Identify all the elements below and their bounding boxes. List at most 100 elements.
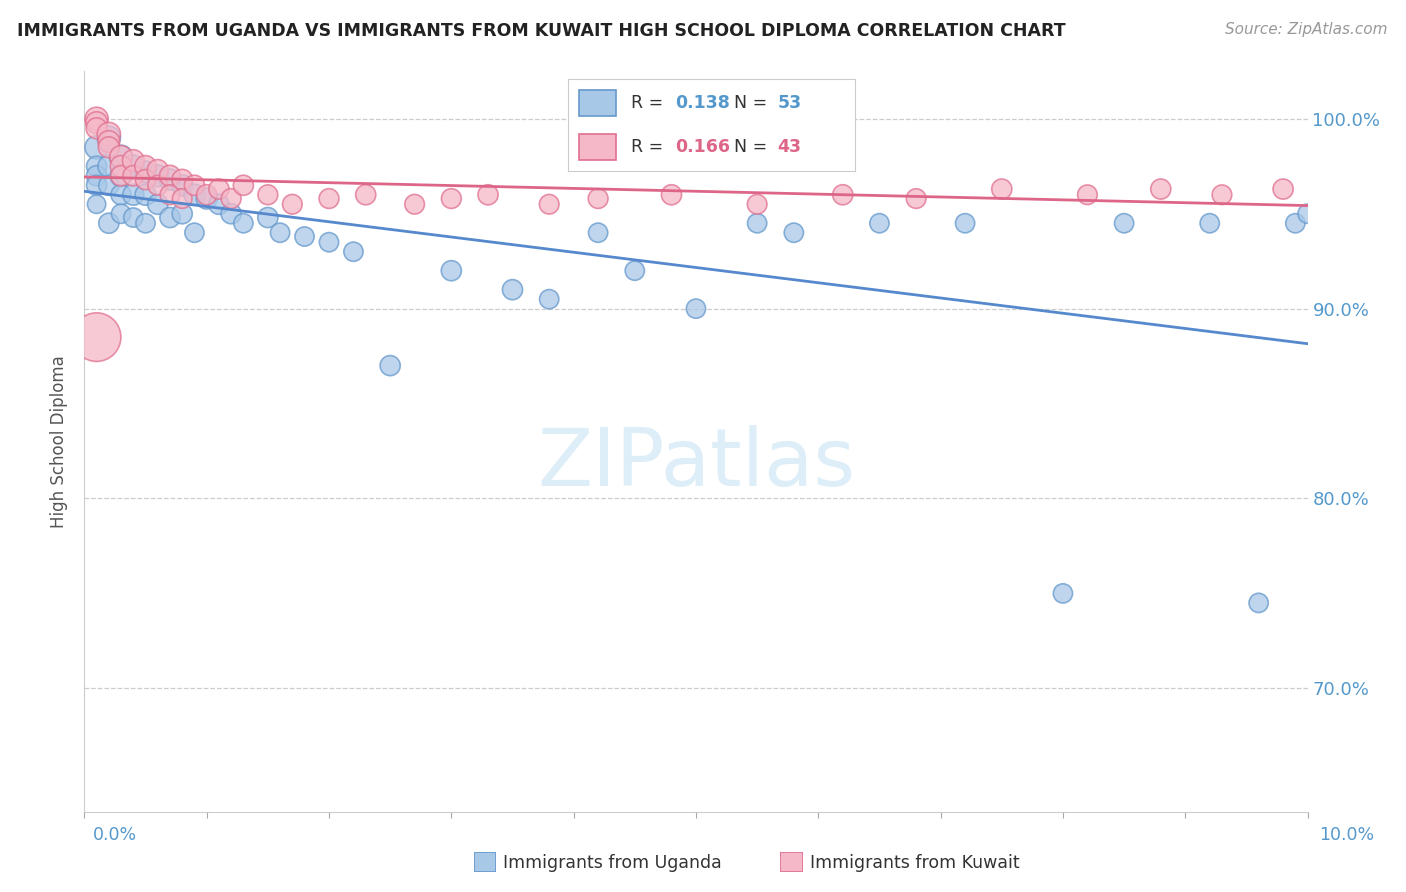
Point [953,216,976,230]
Point [1150,182,1173,196]
Text: Source: ZipAtlas.com: Source: ZipAtlas.com [1225,22,1388,37]
Point [172,207,194,221]
Point [97,178,120,193]
Point [183,226,205,240]
Point [86,112,108,126]
Point [991,182,1014,196]
Point [159,172,181,186]
Point [97,135,120,149]
Y-axis label: High School Diploma: High School Diploma [51,355,69,528]
Point [110,169,132,183]
Point [269,226,291,240]
Point [122,187,145,202]
Point [1052,586,1074,600]
Point [538,292,561,306]
Point [208,182,231,196]
Point [869,216,891,230]
Text: 0.0%: 0.0% [93,826,138,844]
Point [110,159,132,173]
Point [586,192,609,206]
Point [294,229,316,244]
Point [342,244,364,259]
Point [172,178,194,193]
Point [183,178,205,193]
Point [172,192,194,206]
Point [232,178,254,193]
Point [747,197,769,211]
Point [110,150,132,164]
Point [97,130,120,145]
Point [624,263,647,277]
Point [135,165,157,179]
Point [219,192,242,206]
Point [146,197,169,211]
Point [318,235,340,250]
Point [1247,596,1270,610]
Point [195,187,218,202]
Text: Immigrants from Kuwait: Immigrants from Kuwait [810,854,1019,871]
Point [86,197,108,211]
Point [538,197,561,211]
Point [380,359,402,373]
Point [122,159,145,173]
Point [110,169,132,183]
Point [502,283,524,297]
Point [281,197,304,211]
Point [257,187,280,202]
Point [477,187,499,202]
Point [146,169,169,183]
Point [661,187,683,202]
Point [183,187,205,202]
Point [440,263,463,277]
Point [354,187,377,202]
Text: IMMIGRANTS FROM UGANDA VS IMMIGRANTS FROM KUWAIT HIGH SCHOOL DIPLOMA CORRELATION: IMMIGRANTS FROM UGANDA VS IMMIGRANTS FRO… [17,22,1066,40]
Point [232,216,254,230]
Point [404,197,426,211]
Point [146,178,169,193]
Point [1296,207,1319,221]
Point [122,169,145,183]
Point [1284,216,1306,230]
Point [1211,187,1233,202]
Point [146,163,169,178]
Point [257,211,280,225]
Point [97,140,120,154]
Point [172,172,194,186]
Point [86,159,108,173]
Point [208,197,231,211]
Point [783,226,806,240]
Point [159,169,181,183]
Point [318,192,340,206]
Point [831,187,853,202]
Point [1272,182,1295,196]
Point [97,216,120,230]
Point [110,187,132,202]
Point [110,207,132,221]
Point [110,150,132,164]
Point [135,187,157,202]
Point [122,211,145,225]
Point [86,140,108,154]
Point [135,216,157,230]
Point [1076,187,1098,202]
Point [159,187,181,202]
Point [97,159,120,173]
Point [97,127,120,141]
Point [86,115,108,129]
Point [685,301,707,316]
Text: ZIPatlas: ZIPatlas [537,425,855,503]
Point [440,192,463,206]
Point [135,172,157,186]
Point [86,178,108,193]
Point [219,207,242,221]
Point [135,159,157,173]
Point [1114,216,1136,230]
Point [1198,216,1220,230]
Point [586,226,609,240]
Point [122,153,145,168]
Point [195,192,218,206]
Point [86,121,108,136]
Text: 10.0%: 10.0% [1319,826,1375,844]
Point [86,169,108,183]
Text: Immigrants from Uganda: Immigrants from Uganda [503,854,723,871]
